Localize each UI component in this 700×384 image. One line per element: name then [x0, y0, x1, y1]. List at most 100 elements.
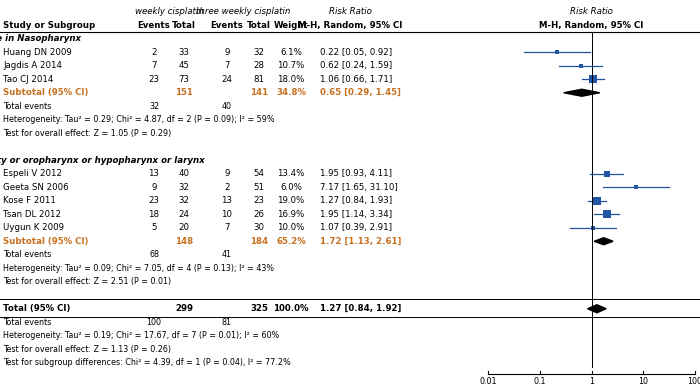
Text: 10.7%: 10.7%	[277, 61, 304, 70]
Polygon shape	[564, 89, 600, 96]
Text: Jagdis A 2014: Jagdis A 2014	[3, 61, 62, 70]
Text: 10: 10	[221, 210, 232, 219]
Text: Tao CJ 2014: Tao CJ 2014	[3, 75, 53, 84]
Text: Heterogeneity: Tau² = 0.09; Chi² = 7.05, df = 4 (P = 0.13); I² = 43%: Heterogeneity: Tau² = 0.09; Chi² = 7.05,…	[3, 264, 274, 273]
Text: 13.4%: 13.4%	[277, 169, 304, 178]
Text: 148: 148	[175, 237, 193, 246]
Text: 6.0%: 6.0%	[280, 183, 302, 192]
Text: 40: 40	[178, 169, 190, 178]
Text: site in Nasopharynx: site in Nasopharynx	[0, 34, 82, 43]
Text: 9: 9	[151, 183, 157, 192]
Text: M-H, Random, 95% CI: M-H, Random, 95% CI	[539, 21, 644, 30]
Text: 26: 26	[253, 210, 265, 219]
Text: 9: 9	[224, 169, 230, 178]
Text: 299: 299	[175, 304, 193, 313]
Text: 1.95 [1.14, 3.34]: 1.95 [1.14, 3.34]	[320, 210, 392, 219]
Text: 32: 32	[149, 102, 159, 111]
Text: Total events: Total events	[3, 318, 51, 327]
Text: Study or Subgroup: Study or Subgroup	[3, 21, 95, 30]
Text: weekly cisplatin: weekly cisplatin	[134, 7, 204, 16]
Text: Total events: Total events	[3, 102, 51, 111]
Text: 2: 2	[151, 48, 157, 57]
Text: 1: 1	[589, 377, 594, 384]
Text: Test for overall effect: Z = 1.05 (P = 0.29): Test for overall effect: Z = 1.05 (P = 0…	[3, 129, 172, 138]
Text: 24: 24	[221, 75, 232, 84]
Text: 325: 325	[250, 304, 268, 313]
Text: 100: 100	[687, 377, 700, 384]
Text: 20: 20	[178, 223, 190, 232]
Text: 151: 151	[175, 88, 193, 97]
Text: 7: 7	[151, 61, 157, 70]
Text: Geeta SN 2006: Geeta SN 2006	[3, 183, 69, 192]
Text: 1.07 [0.39, 2.91]: 1.07 [0.39, 2.91]	[320, 223, 392, 232]
Polygon shape	[594, 238, 613, 245]
Text: 45: 45	[178, 61, 190, 70]
Text: 10: 10	[638, 377, 648, 384]
Text: 23: 23	[148, 196, 160, 205]
Text: Huang DN 2009: Huang DN 2009	[3, 48, 71, 57]
Text: Events: Events	[138, 21, 170, 30]
Text: 23: 23	[253, 196, 265, 205]
Text: 0.22 [0.05, 0.92]: 0.22 [0.05, 0.92]	[320, 48, 392, 57]
Text: Espeli V 2012: Espeli V 2012	[3, 169, 62, 178]
Text: 100.0%: 100.0%	[273, 304, 309, 313]
Text: 7: 7	[224, 61, 230, 70]
Text: 16.9%: 16.9%	[277, 210, 304, 219]
Text: 28: 28	[253, 61, 265, 70]
Text: 24: 24	[178, 210, 190, 219]
Text: Test for overall effect: Z = 2.51 (P = 0.01): Test for overall effect: Z = 2.51 (P = 0…	[3, 277, 171, 286]
Text: 7: 7	[224, 223, 230, 232]
Text: 33: 33	[178, 48, 190, 57]
Text: 0.62 [0.24, 1.59]: 0.62 [0.24, 1.59]	[320, 61, 392, 70]
Text: Uygun K 2009: Uygun K 2009	[3, 223, 64, 232]
Text: 1.27 [0.84, 1.92]: 1.27 [0.84, 1.92]	[320, 304, 401, 313]
Text: 100: 100	[146, 318, 162, 327]
Text: Risk Ratio: Risk Ratio	[328, 7, 372, 16]
Text: 81: 81	[222, 318, 232, 327]
Text: 9: 9	[224, 48, 230, 57]
Text: 18.0%: 18.0%	[277, 75, 304, 84]
Text: 10.0%: 10.0%	[277, 223, 304, 232]
Text: Heterogeneity: Tau² = 0.19; Chi² = 17.67, df = 7 (P = 0.01); I² = 60%: Heterogeneity: Tau² = 0.19; Chi² = 17.67…	[3, 331, 279, 340]
Text: 141: 141	[250, 88, 268, 97]
Text: 184: 184	[250, 237, 268, 246]
Text: 65.2%: 65.2%	[276, 237, 306, 246]
Text: M-H, Random, 95% CI: M-H, Random, 95% CI	[298, 21, 402, 30]
Text: 30: 30	[253, 223, 265, 232]
Text: three weekly cisplatin: three weekly cisplatin	[196, 7, 290, 16]
Text: Test for overall effect: Z = 1.13 (P = 0.26): Test for overall effect: Z = 1.13 (P = 0…	[3, 345, 171, 354]
Text: Total (95% CI): Total (95% CI)	[3, 304, 71, 313]
Text: 41: 41	[222, 250, 232, 259]
Text: 6.1%: 6.1%	[280, 48, 302, 57]
Text: Heterogeneity: Tau² = 0.29; Chi² = 4.87, df = 2 (P = 0.09); I² = 59%: Heterogeneity: Tau² = 0.29; Chi² = 4.87,…	[3, 115, 274, 124]
Text: 1.06 [0.66, 1.71]: 1.06 [0.66, 1.71]	[320, 75, 392, 84]
Text: 18: 18	[148, 210, 160, 219]
Text: 0.01: 0.01	[480, 377, 497, 384]
Text: 23: 23	[148, 75, 160, 84]
Text: Total: Total	[247, 21, 271, 30]
Text: 34.8%: 34.8%	[276, 88, 306, 97]
Text: 13: 13	[221, 196, 232, 205]
Text: 51: 51	[253, 183, 265, 192]
Text: 73: 73	[178, 75, 190, 84]
Text: 19.0%: 19.0%	[277, 196, 304, 205]
Text: 1.27 [0.84, 1.93]: 1.27 [0.84, 1.93]	[320, 196, 392, 205]
Text: 5: 5	[151, 223, 157, 232]
Text: Events: Events	[211, 21, 244, 30]
Text: 40: 40	[222, 102, 232, 111]
Text: 1.95 [0.93, 4.11]: 1.95 [0.93, 4.11]	[320, 169, 392, 178]
Text: 13: 13	[148, 169, 160, 178]
Text: 68: 68	[149, 250, 159, 259]
Text: 81: 81	[253, 75, 265, 84]
Text: Risk Ratio: Risk Ratio	[570, 7, 613, 16]
Text: site in oral cavity or oropharynx or hypopharynx or larynx: site in oral cavity or oropharynx or hyp…	[0, 156, 204, 165]
Text: 32: 32	[178, 183, 190, 192]
Text: Test for subgroup differences: Chi² = 4.39, df = 1 (P = 0.04), I² = 77.2%: Test for subgroup differences: Chi² = 4.…	[3, 358, 290, 367]
Text: Tsan DL 2012: Tsan DL 2012	[3, 210, 61, 219]
Text: 1.72 [1.13, 2.61]: 1.72 [1.13, 2.61]	[320, 237, 401, 246]
Text: Weight: Weight	[274, 21, 308, 30]
Text: 7.17 [1.65, 31.10]: 7.17 [1.65, 31.10]	[320, 183, 398, 192]
Polygon shape	[587, 305, 606, 313]
Text: 32: 32	[178, 196, 190, 205]
Text: Subtotal (95% CI): Subtotal (95% CI)	[3, 88, 88, 97]
